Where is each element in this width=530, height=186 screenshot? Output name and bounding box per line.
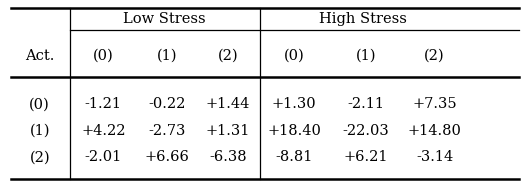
Text: (0): (0): [284, 49, 305, 63]
Text: -1.21: -1.21: [85, 97, 122, 111]
Text: +6.21: +6.21: [343, 150, 388, 164]
Text: (2): (2): [425, 49, 445, 63]
Text: +18.40: +18.40: [267, 124, 321, 138]
Text: (1): (1): [157, 49, 177, 63]
Text: Low Stress: Low Stress: [123, 12, 206, 26]
Text: (2): (2): [30, 150, 50, 164]
Text: +4.22: +4.22: [81, 124, 126, 138]
Text: -2.73: -2.73: [148, 124, 185, 138]
Text: +6.66: +6.66: [145, 150, 189, 164]
Text: High Stress: High Stress: [319, 12, 407, 26]
Text: -3.14: -3.14: [416, 150, 453, 164]
Text: -2.11: -2.11: [347, 97, 384, 111]
Text: (2): (2): [218, 49, 238, 63]
Text: (0): (0): [29, 97, 50, 111]
Text: -0.22: -0.22: [148, 97, 185, 111]
Text: +7.35: +7.35: [412, 97, 457, 111]
Text: +1.30: +1.30: [272, 97, 316, 111]
Text: +1.31: +1.31: [206, 124, 250, 138]
Text: -8.81: -8.81: [276, 150, 313, 164]
Text: (1): (1): [30, 124, 50, 138]
Text: -2.01: -2.01: [85, 150, 122, 164]
Text: (1): (1): [356, 49, 376, 63]
Text: -6.38: -6.38: [209, 150, 246, 164]
Text: Act.: Act.: [25, 49, 55, 63]
Text: +14.80: +14.80: [408, 124, 462, 138]
Text: -22.03: -22.03: [342, 124, 389, 138]
Text: (0): (0): [93, 49, 114, 63]
Text: +1.44: +1.44: [206, 97, 250, 111]
